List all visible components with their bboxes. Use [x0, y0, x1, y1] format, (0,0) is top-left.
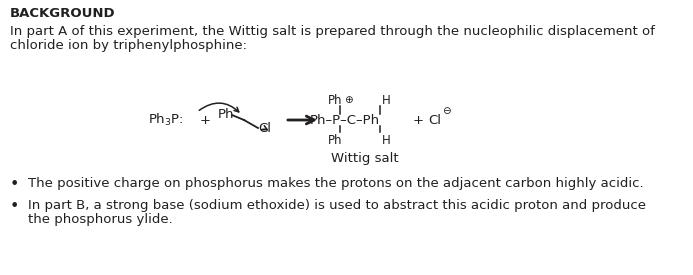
- Text: Cl: Cl: [428, 114, 441, 126]
- Text: Cl: Cl: [258, 122, 271, 134]
- Text: chloride ion by triphenylphosphine:: chloride ion by triphenylphosphine:: [10, 39, 247, 52]
- Text: ⊕: ⊕: [344, 95, 353, 105]
- Text: Ph: Ph: [328, 133, 342, 147]
- Text: BACKGROUND: BACKGROUND: [10, 7, 116, 20]
- Text: +: +: [412, 114, 423, 126]
- Text: H: H: [382, 94, 391, 106]
- Text: Ph–P–C–Ph: Ph–P–C–Ph: [310, 114, 380, 126]
- Text: •: •: [10, 199, 19, 214]
- Text: Ph: Ph: [328, 94, 342, 106]
- Text: Wittig salt: Wittig salt: [331, 152, 398, 165]
- Text: the phosphorus ylide.: the phosphorus ylide.: [28, 213, 173, 226]
- Text: H: H: [382, 133, 391, 147]
- Text: +: +: [200, 114, 211, 126]
- Text: •: •: [10, 177, 19, 192]
- Text: In part B, a strong base (sodium ethoxide) is used to abstract this acidic proto: In part B, a strong base (sodium ethoxid…: [28, 199, 646, 212]
- Text: In part A of this experiment, the Wittig salt is prepared through the nucleophil: In part A of this experiment, the Wittig…: [10, 25, 655, 38]
- Text: Ph: Ph: [218, 109, 234, 122]
- Text: ⊖: ⊖: [442, 106, 450, 116]
- Text: Ph$_3$P:: Ph$_3$P:: [148, 112, 184, 128]
- Text: The positive charge on phosphorus makes the protons on the adjacent carbon highl: The positive charge on phosphorus makes …: [28, 177, 644, 190]
